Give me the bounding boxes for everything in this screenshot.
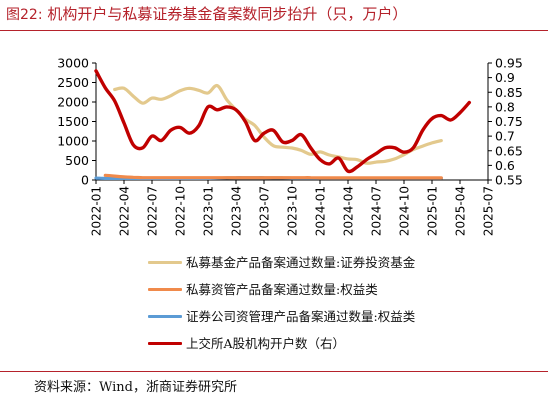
legend-swatch [148,261,182,264]
x-tick-label: 2023-04 [230,186,244,236]
x-tick-label: 2024-07 [370,186,384,236]
legend-label: 私募基金产品备案通过数量:证券投资基金 [186,255,416,270]
legend-swatch [148,342,182,345]
y-left-tick-label: 3000 [57,56,89,71]
figure-title-text: 机构开户与私募证券基金备案数同步抬升（只，万户） [47,5,408,23]
chart-series [94,69,471,181]
y-left-tick-label: 2000 [57,95,89,110]
y-right-tick-label: 0.9 [495,70,515,85]
y-right-tick-label: 0.55 [495,173,523,188]
x-tick-label: 2022-07 [146,186,160,236]
x-tick-label: 2023-10 [286,186,300,236]
x-tick-label: 2025-04 [454,186,468,236]
legend-swatch [148,315,182,318]
title-divider [0,30,548,31]
series-line-3 [94,69,471,174]
x-tick-label: 2025-01 [426,186,440,236]
y-left-tick-label: 500 [65,153,89,168]
line-chart: 0500100015002000250030000.550.60.650.70.… [57,56,523,237]
legend-label: 证券公司资管理产品备案通过数量:权益类 [186,309,416,324]
source-note: 资料来源：Wind，浙商证券研究所 [34,380,237,395]
figure-number: 图22: [6,7,43,23]
figure-title: 图22: 机构开户与私募证券基金备案数同步抬升（只，万户） [6,2,542,26]
legend-label: 私募资管产品备案通过数量:权益类 [186,282,378,297]
x-tick-label: 2022-10 [174,186,188,236]
y-right-tick-label: 0.6 [495,158,515,173]
chart-ticks: 0500100015002000250030000.550.60.650.70.… [57,56,523,237]
y-left-tick-label: 2500 [57,75,89,90]
x-tick-label: 2024-10 [398,186,412,236]
legend-label: 上交所A股机构开户数（右） [186,336,346,351]
x-tick-label: 2022-01 [90,186,104,236]
x-tick-label: 2022-04 [118,186,132,236]
x-tick-label: 2024-04 [342,186,356,236]
y-left-tick-label: 1000 [57,134,89,149]
x-tick-label: 2024-01 [314,186,328,236]
x-tick-label: 2025-07 [482,186,496,236]
y-right-tick-label: 0.8 [495,99,515,114]
y-right-tick-label: 0.7 [495,129,515,144]
y-right-tick-label: 0.95 [495,56,523,71]
series-line-1 [103,173,443,180]
legend-swatch [148,288,182,291]
y-left-tick-label: 0 [81,173,89,188]
y-right-tick-label: 0.75 [495,114,523,129]
y-left-tick-label: 1500 [57,114,89,129]
x-tick-label: 2023-01 [202,186,216,236]
y-right-tick-label: 0.65 [495,143,523,158]
source-divider [0,371,548,372]
series-line-0 [113,83,443,165]
y-right-tick-label: 0.85 [495,85,523,100]
x-tick-label: 2023-07 [258,186,272,236]
